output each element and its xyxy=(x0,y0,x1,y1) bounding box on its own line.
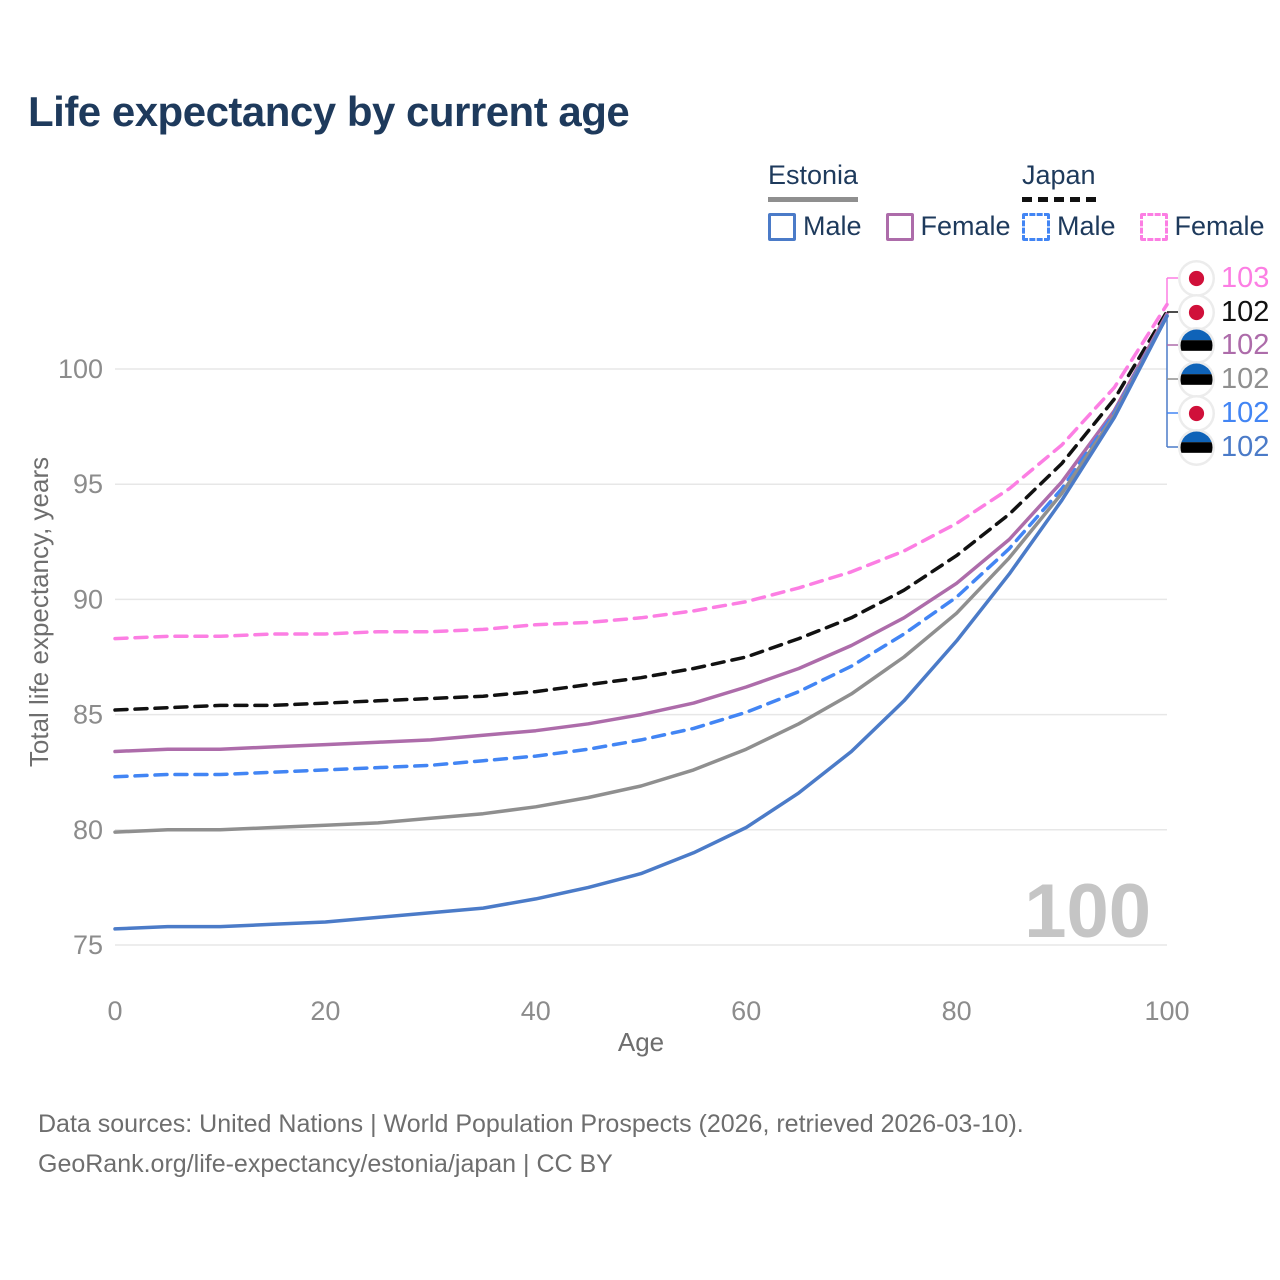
end-label-row-japan_male: 102 xyxy=(1178,394,1270,432)
legend-item-estonia-female[interactable]: Female xyxy=(885,211,1011,242)
japan-male-swatch-icon xyxy=(1022,212,1050,241)
x-tick-label: 60 xyxy=(731,996,761,1026)
y-tick-label: 95 xyxy=(73,469,103,499)
end-label-value-japan_female: 103 xyxy=(1221,261,1270,294)
end-label-row-estonia_total: 102 xyxy=(1178,360,1270,398)
legend-item-label: Female xyxy=(920,211,1011,241)
footer-sources-line: Data sources: United Nations | World Pop… xyxy=(38,1110,1024,1138)
y-tick-label: 90 xyxy=(73,584,103,614)
legend: Estonia Male Female Japan Male xyxy=(0,160,1280,242)
japan-flag-icon xyxy=(1178,293,1215,331)
end-label-row-estonia_male: 102 xyxy=(1178,428,1270,466)
japan-female-swatch-icon xyxy=(1139,212,1168,241)
x-tick-label: 0 xyxy=(107,996,122,1026)
legend-country-estonia[interactable]: Estonia xyxy=(768,160,859,202)
end-label-value-estonia_total: 102 xyxy=(1221,362,1270,395)
footer: Data sources: United Nations | World Pop… xyxy=(38,1104,1024,1184)
series-line-japan_male xyxy=(113,314,1169,779)
estonia-flag-icon xyxy=(1178,360,1215,398)
series-line-estonia_female xyxy=(113,311,1169,754)
series-line-estonia_male xyxy=(113,314,1169,931)
x-tick-label: 100 xyxy=(1144,996,1189,1026)
legend-country-japan[interactable]: Japan xyxy=(1022,160,1096,202)
legend-item-label: Female xyxy=(1174,211,1265,241)
series-line-estonia_total xyxy=(113,314,1169,834)
y-tick-label: 100 xyxy=(58,354,103,384)
x-axis-title: Age xyxy=(618,1027,664,1057)
legend-item-label: Male xyxy=(1057,211,1116,241)
legend-group-estonia: Estonia Male Female xyxy=(768,160,1011,242)
series-line-japan_female xyxy=(113,302,1169,641)
end-label-value-estonia_female: 102 xyxy=(1221,328,1270,361)
legend-item-japan-female[interactable]: Female xyxy=(1139,211,1265,242)
estonia-female-swatch-icon xyxy=(885,212,914,241)
y-tick-label: 80 xyxy=(73,815,103,845)
legend-items-estonia: Male Female xyxy=(768,211,1011,242)
legend-item-estonia-male[interactable]: Male xyxy=(768,211,862,242)
estonia-flag-icon xyxy=(1178,428,1215,466)
x-tick-label: 80 xyxy=(942,996,972,1026)
y-axis-title: Total life expectancy, years xyxy=(24,457,54,767)
end-label-row-japan_female: 103 xyxy=(1178,259,1270,297)
end-label-row-estonia_female: 102 xyxy=(1178,326,1270,364)
end-label-value-japan_male: 102 xyxy=(1221,396,1270,429)
x-tick-label: 40 xyxy=(521,996,551,1026)
footer-url-line: GeoRank.org/life-expectancy/estonia/japa… xyxy=(38,1150,613,1178)
legend-item-label: Male xyxy=(803,211,862,241)
japan-flag-icon xyxy=(1178,394,1215,432)
estonia-flag-icon xyxy=(1178,326,1215,364)
y-tick-label: 75 xyxy=(73,930,103,960)
age-frame-watermark: 100 xyxy=(1024,869,1151,954)
japan-flag-icon xyxy=(1178,259,1215,297)
estonia-male-swatch-icon xyxy=(768,212,796,241)
end-label-row-japan_total: 102 xyxy=(1178,293,1270,331)
y-tick-label: 85 xyxy=(73,700,103,730)
page-title: Life expectancy by current age xyxy=(28,88,630,135)
legend-group-japan: Japan Male Female xyxy=(1022,160,1265,242)
end-label-value-estonia_male: 102 xyxy=(1221,430,1270,463)
legend-items-japan: Male Female xyxy=(1022,211,1265,242)
end-label-value-japan_total: 102 xyxy=(1221,295,1270,328)
legend-item-japan-male[interactable]: Male xyxy=(1022,211,1116,242)
series-line-japan_total xyxy=(113,309,1169,712)
x-tick-label: 20 xyxy=(310,996,340,1026)
